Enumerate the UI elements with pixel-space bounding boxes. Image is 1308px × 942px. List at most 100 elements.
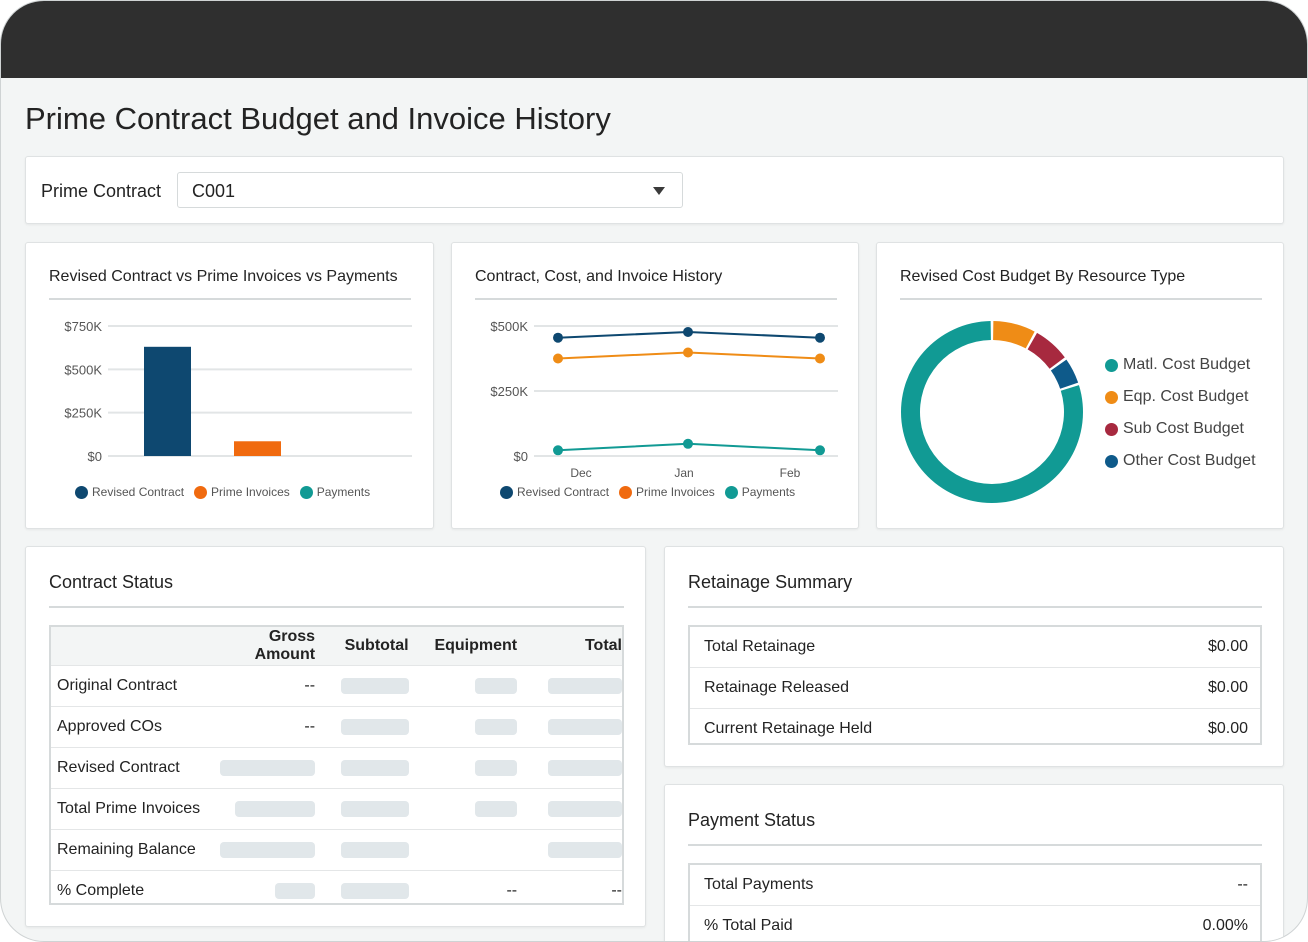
row-value: $0.00 (1207, 638, 1248, 655)
y-tick-label: $500K (490, 319, 528, 334)
legend-dot (194, 485, 208, 499)
gross-amount-cell (204, 788, 320, 830)
legend-label: Revised Contract (517, 485, 610, 499)
chevron-down-icon (653, 187, 665, 195)
filter-card: Prime Contract C001 (25, 156, 1284, 224)
prime-contract-select[interactable]: C001 (177, 172, 683, 208)
row-label: Total Prime Invoices (51, 788, 205, 830)
subtotal-cell (319, 870, 413, 903)
legend-item[interactable]: Matl. Cost Budget (1105, 349, 1256, 381)
legend-item[interactable]: Prime Invoices (194, 485, 290, 499)
skeleton-placeholder (548, 718, 622, 735)
divider (900, 298, 1262, 300)
skeleton-placeholder (475, 759, 518, 776)
legend-label: Other Cost Budget (1123, 452, 1256, 469)
equipment-cell (412, 829, 522, 871)
legend-item[interactable]: Eqp. Cost Budget (1105, 381, 1256, 413)
equipment-cell (412, 706, 522, 748)
divider (49, 298, 411, 300)
total-cell (521, 665, 622, 707)
y-tick-label: $250K (490, 384, 528, 399)
legend-item[interactable]: Revised Contract (75, 485, 184, 499)
legend-dot (1105, 358, 1118, 372)
legend-item[interactable]: Sub Cost Budget (1105, 413, 1256, 445)
x-tick-label: Jan (674, 466, 693, 480)
subtotal-cell (319, 747, 413, 789)
row-label: Total Retainage (704, 638, 816, 655)
skeleton-placeholder (475, 718, 518, 735)
donut-chart (901, 321, 1083, 503)
gross-amount-cell: -- (204, 665, 320, 707)
donut-slice (1027, 332, 1065, 369)
x-tick-label: Feb (780, 466, 801, 480)
bar-chart-title: Revised Contract vs Prime Invoices vs Pa… (49, 268, 398, 285)
legend-item[interactable]: Other Cost Budget (1105, 445, 1256, 477)
subtotal-cell (319, 665, 413, 707)
legend-dot (1105, 390, 1118, 404)
legend-item[interactable]: Payments (724, 485, 796, 499)
line-chart-legend: Revised Contract Prime Invoices Payments (500, 485, 795, 499)
contract-status-title: Contract Status (49, 572, 174, 592)
row-label: Remaining Balance (51, 829, 205, 871)
row-value: 0.00% (1202, 917, 1248, 934)
legend-label: Revised Contract (92, 485, 185, 499)
donut-chart-legend: Matl. Cost Budget Eqp. Cost Budget Sub C… (1105, 349, 1256, 477)
gross-amount-cell (204, 747, 320, 789)
total-cell (521, 829, 622, 871)
y-tick-label: $0 (514, 449, 528, 464)
column-header[interactable]: Total (521, 627, 622, 666)
skeleton-placeholder (340, 718, 409, 735)
gross-amount-cell (204, 870, 320, 903)
y-tick-label: $0 (88, 449, 102, 464)
bar-chart-card: Revised Contract vs Prime Invoices vs Pa… (25, 242, 434, 529)
bar-chart: $750K $500K $250K $0 (64, 319, 412, 464)
prime-contract-label: Prime Contract (41, 181, 162, 201)
data-point (683, 326, 693, 337)
prime-contract-value: C001 (192, 181, 236, 201)
skeleton-placeholder (275, 882, 316, 899)
equipment-cell (412, 747, 522, 789)
data-point (815, 445, 825, 456)
table-row: Retainage Released $0.00 (690, 667, 1260, 708)
equipment-cell: -- (412, 870, 522, 903)
gross-amount-cell (204, 829, 320, 871)
column-header[interactable]: Gross Amount (204, 627, 320, 666)
divider (688, 606, 1262, 608)
table-row: Remaining Balance (51, 829, 622, 871)
equipment-cell (412, 788, 522, 830)
legend-dot (1105, 454, 1118, 468)
row-label: Retainage Released (704, 679, 849, 696)
column-header (51, 627, 205, 666)
legend-dot (299, 485, 313, 499)
column-header[interactable]: Subtotal (319, 627, 413, 666)
y-tick-label: $500K (64, 362, 102, 377)
y-tick-label: $250K (64, 406, 102, 421)
skeleton-placeholder (475, 800, 518, 817)
equipment-cell (412, 665, 522, 707)
legend-label: Prime Invoices (211, 485, 290, 499)
legend-item[interactable]: Payments (299, 485, 370, 499)
retainage-table: Total Retainage $0.00 Retainage Released… (688, 625, 1262, 745)
data-point (553, 445, 563, 456)
legend-item[interactable]: Prime Invoices (619, 485, 715, 499)
bar-chart-legend: Revised Contract Prime Invoices Payments (75, 485, 370, 499)
skeleton-placeholder (475, 677, 518, 694)
legend-label: Payments (741, 485, 796, 499)
legend-item[interactable]: Revised Contract (500, 485, 609, 499)
line-chart-title: Contract, Cost, and Invoice History (475, 268, 723, 285)
table-row: Total Payments -- (690, 865, 1260, 905)
row-label: Approved COs (51, 706, 205, 748)
donut-slice (1050, 359, 1079, 389)
table-row: Current Retainage Held $0.00 (690, 708, 1260, 743)
total-cell: -- (521, 870, 622, 903)
contract-status-card: Contract Status Gross Amount Subtotal Eq… (25, 546, 646, 927)
skeleton-placeholder (235, 800, 316, 817)
x-tick-label: Dec (570, 466, 591, 480)
legend-label: Prime Invoices (636, 485, 715, 499)
table-row: % Total Paid 0.00% (690, 905, 1260, 941)
row-value: -- (1237, 876, 1248, 893)
legend-dot (500, 485, 513, 499)
legend-label: Matl. Cost Budget (1123, 356, 1251, 373)
column-header[interactable]: Equipment (412, 627, 522, 666)
table-row: Total Retainage $0.00 (690, 627, 1260, 667)
